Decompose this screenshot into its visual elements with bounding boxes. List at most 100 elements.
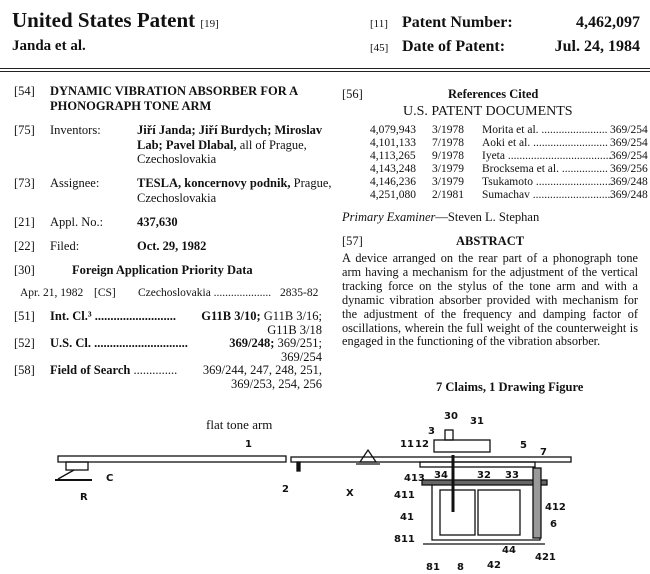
reference-name: Brocksema et al. ................: [482, 163, 608, 175]
search-label: Field of Search ..............: [50, 363, 178, 377]
assignee-label: Assignee:: [50, 176, 100, 190]
reference-number: 4,101,133: [370, 137, 416, 149]
code-75: [75]: [14, 123, 35, 137]
patent-number-code: [11]: [370, 18, 388, 30]
code-21: [21]: [14, 215, 35, 229]
reference-class: 369/256: [610, 163, 648, 175]
label-32: 32: [477, 470, 491, 481]
filed-date: Oct. 29, 1982: [137, 239, 207, 253]
search-line2: 369/253, 254, 256: [231, 377, 322, 391]
cartridge: [65, 461, 89, 471]
code-57: [57]: [342, 234, 363, 248]
drawing-figure: 1 2 C R X 3 30 31 11 12 5 7 34 32 33 413…: [55, 411, 572, 573]
pivot-x: [356, 448, 380, 465]
reference-date: 7/1978: [432, 137, 464, 149]
reference-number: 4,079,943: [370, 124, 416, 136]
label-8: 8: [457, 562, 464, 573]
label-c: C: [106, 473, 113, 484]
label-1: 1: [245, 439, 252, 450]
label-44: 44: [502, 545, 516, 556]
label-33: 33: [505, 470, 519, 481]
uscl-line1: 369/248; 369/251;: [229, 336, 322, 350]
label-x: X: [346, 488, 354, 499]
reference-class: 369/248: [610, 189, 648, 201]
foreign-date: Apr. 21, 1982: [20, 287, 84, 299]
inventors-short: Janda et al.: [12, 38, 86, 54]
patent-office-title: United States Patent [19]: [12, 8, 219, 32]
code-73: [73]: [14, 176, 35, 190]
reference-name: Sumachav ............................: [482, 189, 614, 201]
reference-name: Iyeta ..................................…: [482, 150, 612, 162]
reference-name: Aoki et al. ..........................: [482, 137, 608, 149]
chamber-44: [477, 489, 521, 536]
us-patent-documents-title: U.S. PATENT DOCUMENTS: [403, 104, 573, 119]
label-34: 34: [434, 470, 448, 481]
label-411: 411: [394, 490, 415, 501]
reference-number: 4,251,080: [370, 189, 416, 201]
claims-count: 7 Claims, 1 Drawing Figure: [436, 380, 584, 394]
foreign-number: 2835-82: [280, 287, 319, 299]
code-22: [22]: [14, 239, 35, 253]
reference-number: 4,143,248: [370, 163, 416, 175]
reference-date: 3/1979: [432, 163, 464, 175]
inventors-line3: Czechoslovakia: [137, 152, 217, 166]
uscl-label: U.S. Cl. ..............................: [50, 336, 188, 350]
reference-date: 3/1978: [432, 124, 464, 136]
reference-date: 9/1978: [432, 150, 464, 162]
reference-class: 369/248: [610, 176, 648, 188]
abstract-text: A device arranged on the rear part of a …: [342, 251, 638, 349]
filed-label: Filed:: [50, 239, 80, 253]
housing-41: [431, 485, 541, 541]
screw-30: [444, 429, 454, 441]
assignee-line1: TESLA, koncernovy podnik, Prague,: [137, 176, 332, 190]
reference-date: 2/1981: [432, 189, 464, 201]
tone-arm-rear: [290, 456, 572, 463]
plate-5: [419, 461, 536, 468]
reference-date: 3/1979: [432, 176, 464, 188]
label-r: R: [80, 492, 88, 503]
label-3: 3: [428, 426, 435, 437]
label-12: 12: [415, 439, 429, 450]
reference-class: 369/254: [610, 137, 648, 149]
label-42: 42: [487, 560, 501, 571]
label-31: 31: [470, 416, 484, 427]
primary-examiner: Primary Examiner—Steven L. Stephan: [342, 210, 540, 224]
plate-413: [421, 479, 548, 486]
inventors-line1: Jiří Janda; Jiří Burdych; Miroslav: [137, 123, 323, 137]
code-51: [51]: [14, 309, 35, 323]
patent-number: 4,462,097: [576, 14, 640, 31]
damping-chamber-81: [439, 489, 476, 536]
label-811: 811: [394, 534, 415, 545]
label-5: 5: [520, 440, 527, 451]
label-421: 421: [535, 552, 556, 563]
patent-number-label: Patent Number:: [402, 14, 513, 31]
appl-no: 437,630: [137, 215, 178, 229]
uscl-line2: 369/254: [281, 350, 322, 364]
code-52: [52]: [14, 336, 35, 350]
invention-title-line1: DYNAMIC VIBRATION ABSORBER FOR A: [50, 84, 299, 98]
reference-number: 4,146,236: [370, 176, 416, 188]
foreign-priority-title: Foreign Application Priority Data: [72, 263, 253, 277]
header-rule: [0, 68, 650, 69]
reference-class: 369/254: [610, 150, 648, 162]
tone-arm-front: [57, 455, 287, 463]
label-413: 413: [404, 473, 425, 484]
search-line1: 369/244, 247, 248, 251,: [202, 363, 322, 377]
intcl-line2: G11B 3/18: [267, 323, 322, 337]
reference-number: 4,113,265: [370, 150, 416, 162]
label-6: 6: [550, 519, 557, 530]
inventors-label: Inventors:: [50, 123, 101, 137]
label-30: 30: [444, 411, 458, 422]
header-rule-2: [0, 71, 650, 72]
reference-name: Morita et al. .......................: [482, 124, 608, 136]
code-56: [56]: [342, 87, 363, 101]
label-41: 41: [400, 512, 414, 523]
assignee-line2: Czechoslovakia: [137, 191, 217, 205]
inventors-line2: Lab; Pavel Dlabal, all of Prague,: [137, 138, 307, 152]
spring-7: [532, 467, 542, 539]
reference-class: 369/254: [610, 124, 648, 136]
abstract-title: ABSTRACT: [456, 234, 525, 248]
date-label: Date of Patent:: [402, 38, 506, 55]
counterweight-3: [433, 439, 491, 453]
